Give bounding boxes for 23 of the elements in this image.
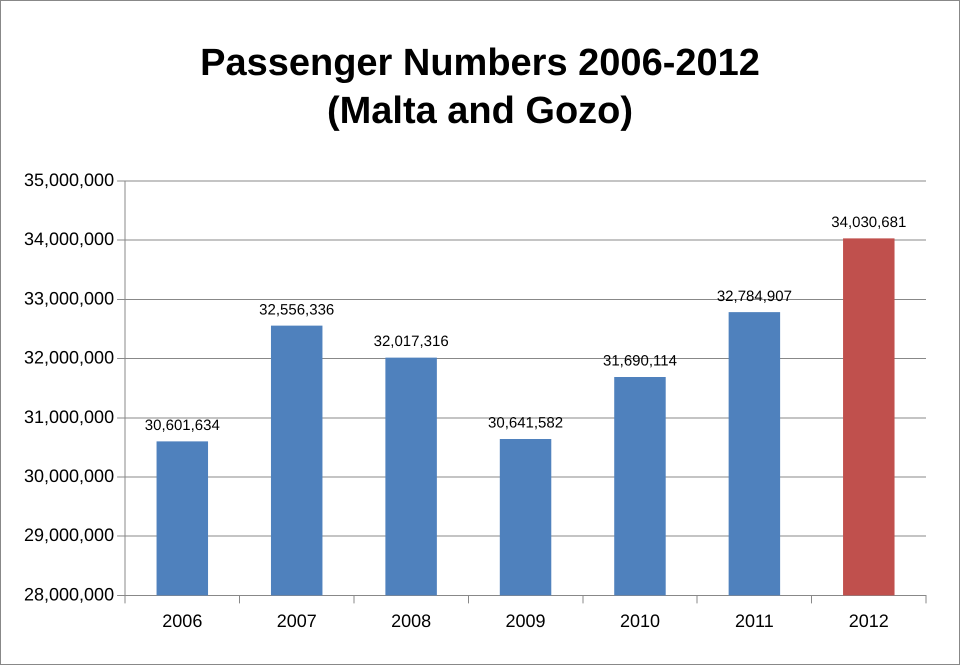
- data-label: 32,017,316: [374, 333, 449, 350]
- x-tick-label: 2008: [391, 611, 432, 632]
- y-tick-label: 31,000,000: [24, 406, 114, 427]
- y-tick-label: 33,000,000: [24, 288, 114, 308]
- x-tick-label: 2011: [735, 611, 774, 632]
- y-tick-label: 32,000,000: [24, 348, 114, 368]
- y-tick-label: 34,000,000: [24, 229, 114, 250]
- data-label: 30,641,582: [488, 414, 564, 432]
- data-label: 32,784,907: [716, 288, 792, 305]
- data-label: 34,030,681: [831, 214, 906, 232]
- data-label: 32,556,336: [259, 301, 334, 318]
- x-tick-label: 2009: [506, 611, 546, 632]
- x-tick-label: 2012: [848, 611, 889, 632]
- data-label: 31,690,114: [602, 352, 677, 370]
- x-tick-label: 2007: [276, 611, 317, 632]
- y-tick-label: 30,000,000: [24, 466, 114, 486]
- y-tick-label: 29,000,000: [24, 525, 114, 546]
- y-tick-label: 28,000,000: [24, 584, 114, 604]
- data-label: 30,601,634: [144, 417, 220, 434]
- x-tick-label: 2006: [162, 611, 202, 632]
- y-tick-label: 35,000,000: [24, 170, 114, 190]
- chart-title: Passenger Numbers 2006-2012 (Malta and Gozo): [199, 41, 761, 134]
- x-tick-label: 2010: [620, 611, 660, 632]
